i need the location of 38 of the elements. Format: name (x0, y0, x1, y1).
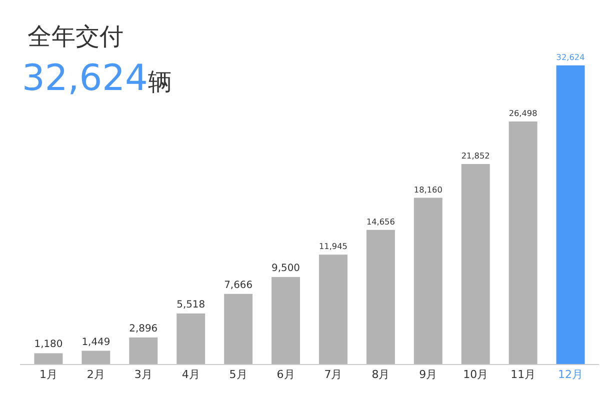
data-label: 21,852 (461, 150, 490, 161)
bar (461, 164, 490, 364)
data-label: 11,945 (319, 241, 348, 252)
data-label: 26,498 (508, 108, 538, 118)
bar (508, 121, 538, 364)
bar (414, 198, 442, 364)
x-tick-label: 11月 (510, 368, 536, 382)
data-label: 14,656 (366, 216, 395, 226)
bar (366, 230, 395, 364)
data-label: 7,666 (224, 280, 253, 291)
bar (129, 337, 158, 364)
x-tick-label: 3月 (134, 368, 152, 382)
bar (176, 313, 206, 364)
x-tick-label: 8月 (372, 368, 390, 382)
x-tick-label: 5月 (229, 368, 248, 382)
bar (82, 350, 110, 364)
chart-subtitle: 32,624辆 (22, 58, 172, 99)
data-label: 1,180 (34, 339, 63, 350)
data-label: 9,500 (272, 263, 300, 274)
x-tick-label: 2月 (86, 368, 105, 382)
bar (318, 254, 348, 364)
x-tick-label: 6月 (276, 368, 295, 382)
bar (224, 294, 253, 364)
x-tick-label: 12月 (558, 368, 584, 382)
bar (272, 277, 300, 364)
bar (556, 65, 585, 364)
x-tick-label: 10月 (463, 368, 488, 382)
chart-title: 全年交付 (27, 22, 124, 51)
x-tick-label: 4月 (182, 368, 200, 382)
data-label: 1,449 (82, 336, 110, 348)
data-label: 32,624 (556, 52, 585, 62)
x-tick-label: 7月 (324, 368, 342, 382)
data-label: 5,518 (176, 300, 206, 311)
x-tick-label: 1月 (39, 368, 58, 382)
data-label: 18,160 (414, 184, 442, 194)
data-label: 2,896 (129, 324, 158, 335)
x-tick-label: 9月 (419, 368, 438, 382)
bar (34, 353, 63, 364)
